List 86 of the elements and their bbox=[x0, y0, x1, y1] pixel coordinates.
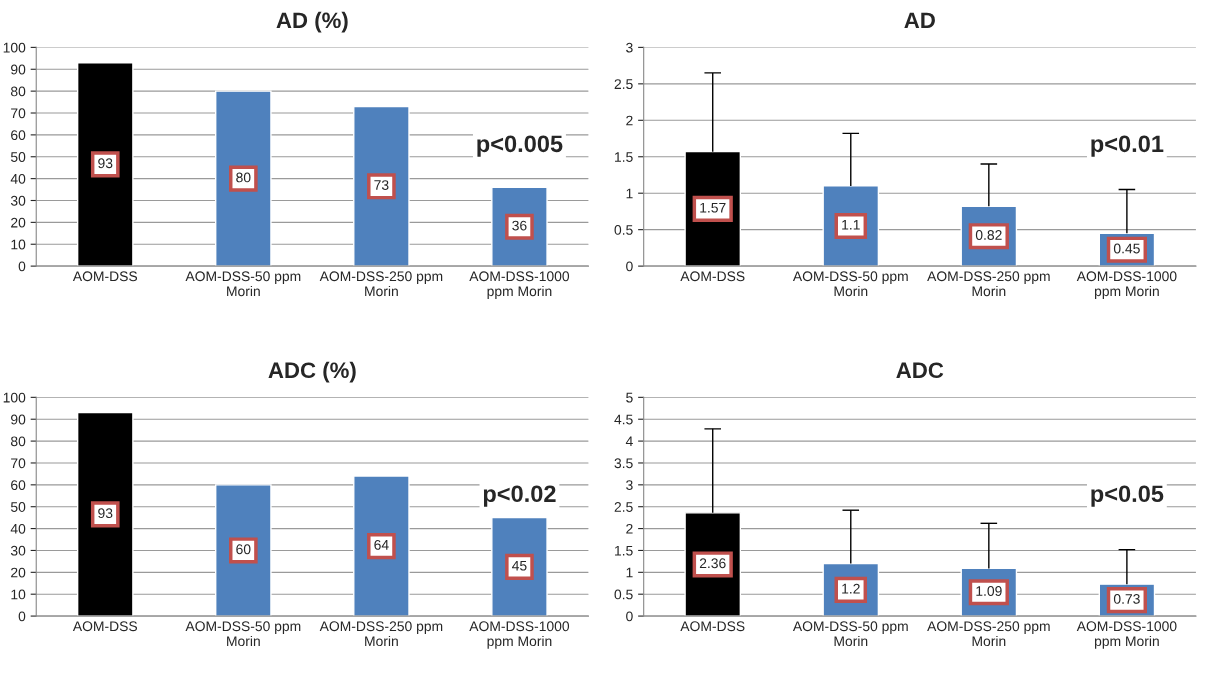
y-tick-label: 60 bbox=[11, 130, 26, 141]
data-label: 1.2 bbox=[842, 583, 860, 594]
y-tick-label: 0 bbox=[18, 261, 26, 272]
data-label: 36 bbox=[512, 220, 527, 231]
annotation: p<0.005 bbox=[477, 135, 563, 157]
y-tick-label: 30 bbox=[10, 195, 26, 206]
y-tick-label: 10 bbox=[11, 239, 26, 250]
data-label: 93 bbox=[98, 508, 113, 519]
bar bbox=[76, 62, 134, 267]
x-tick-label: AOM-DSS-1000 ppm Morin bbox=[469, 621, 570, 649]
x-tick-label: AOM-DSS-250 ppm Morin bbox=[319, 621, 443, 647]
y-tick-label: 0.5 bbox=[614, 589, 633, 600]
data-label: 80 bbox=[236, 172, 251, 183]
data-label: 45 bbox=[512, 560, 527, 571]
y-tick-label: 3.5 bbox=[614, 458, 633, 469]
annotation: p<0.01 bbox=[1091, 135, 1164, 157]
y-tick-label: 0 bbox=[626, 261, 633, 272]
y-tick-label: 20 bbox=[11, 217, 26, 228]
chart-title: ADC (%) bbox=[268, 361, 356, 383]
y-tick-label: 1 bbox=[626, 567, 633, 578]
y-tick-label: 90 bbox=[11, 64, 26, 75]
x-tick-label: AOM-DSS bbox=[680, 271, 745, 282]
x-tick-label: AOM-DSS-1000 ppm Morin bbox=[469, 271, 570, 299]
y-tick-label: 30 bbox=[10, 545, 26, 556]
data-label: 1.1 bbox=[842, 220, 860, 230]
data-label: 2.36 bbox=[699, 558, 726, 569]
y-tick-label: 70 bbox=[11, 458, 26, 469]
y-tick-label: 1.5 bbox=[615, 545, 633, 556]
x-tick-label: AOM-DSS bbox=[680, 621, 745, 632]
y-tick-label: 40 bbox=[10, 523, 26, 534]
data-label: 1.09 bbox=[976, 586, 1002, 596]
y-tick-label: 0 bbox=[18, 611, 26, 622]
x-tick-label: AOM-DSS-50 ppm Morin bbox=[185, 621, 301, 647]
y-tick-label: 40 bbox=[10, 173, 26, 184]
y-tick-label: 4.5 bbox=[614, 414, 633, 425]
y-tick-label: 5 bbox=[626, 392, 633, 403]
y-tick-label: 4 bbox=[625, 436, 633, 447]
y-tick-label: 3 bbox=[626, 42, 633, 53]
annotation: p<0.05 bbox=[1091, 485, 1164, 507]
y-tick-label: 2.5 bbox=[614, 79, 633, 90]
annotation: p<0.02 bbox=[483, 485, 556, 507]
y-tick-label: 0.5 bbox=[614, 224, 633, 235]
x-tick-label: AOM-DSS-250 ppm Morin bbox=[927, 621, 1050, 647]
y-tick-label: 80 bbox=[10, 436, 26, 447]
bar bbox=[215, 484, 272, 617]
x-tick-label: AOM-DSS bbox=[72, 621, 138, 632]
data-label: 0.45 bbox=[1113, 243, 1140, 254]
x-tick-label: AOM-DSS-250 ppm Morin bbox=[319, 271, 443, 297]
y-tick-label: 60 bbox=[11, 480, 26, 491]
bar bbox=[353, 475, 410, 617]
bar bbox=[353, 105, 410, 267]
x-tick-label: AOM-DSS-250 ppm Morin bbox=[927, 271, 1050, 297]
x-tick-label: AOM-DSS-50 ppm Morin bbox=[792, 621, 908, 647]
y-tick-label: 2 bbox=[626, 523, 633, 534]
y-tick-label: 20 bbox=[11, 567, 26, 578]
y-tick-label: 50 bbox=[10, 502, 26, 512]
y-tick-label: 100 bbox=[3, 42, 26, 53]
data-label: 64 bbox=[374, 539, 389, 550]
x-tick-label: AOM-DSS bbox=[72, 271, 138, 282]
x-tick-label: AOM-DSS-1000 ppm Morin bbox=[1076, 271, 1177, 299]
y-tick-label: 50 bbox=[10, 152, 26, 162]
y-tick-label: 90 bbox=[11, 414, 26, 425]
chart-title: ADC bbox=[896, 362, 944, 379]
bar bbox=[76, 411, 134, 617]
y-tick-label: 2.5 bbox=[614, 502, 633, 512]
y-tick-label: 1.5 bbox=[615, 152, 633, 162]
data-label: 1.57 bbox=[700, 202, 726, 213]
y-tick-label: 100 bbox=[3, 392, 26, 403]
y-tick-label: 10 bbox=[11, 589, 26, 600]
y-tick-label: 2 bbox=[626, 115, 633, 126]
data-label: 73 bbox=[374, 180, 389, 191]
data-label: 60 bbox=[236, 544, 251, 555]
y-tick-label: 1 bbox=[626, 188, 633, 199]
y-tick-label: 80 bbox=[10, 86, 26, 97]
data-label: 93 bbox=[98, 158, 113, 169]
x-tick-label: AOM-DSS-50 ppm Morin bbox=[792, 271, 908, 297]
data-label: 0.82 bbox=[975, 230, 1002, 240]
chart-title: AD (%) bbox=[276, 11, 348, 33]
y-tick-label: 3 bbox=[626, 480, 633, 491]
y-tick-label: 70 bbox=[11, 108, 26, 119]
x-tick-label: AOM-DSS-50 ppm Morin bbox=[185, 271, 301, 297]
chart-title: AD bbox=[904, 12, 935, 28]
data-label: 0.73 bbox=[1113, 594, 1140, 604]
x-tick-label: AOM-DSS-1000 ppm Morin bbox=[1076, 621, 1177, 649]
y-tick-label: 0 bbox=[626, 611, 633, 622]
bar bbox=[215, 90, 272, 267]
